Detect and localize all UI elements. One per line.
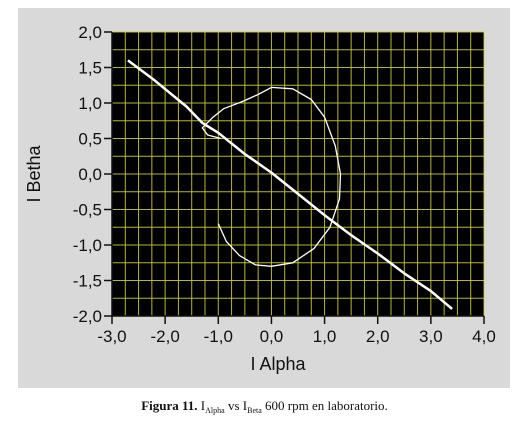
- y-tick-label: 0,5: [78, 130, 102, 149]
- x-axis-title: I Alpha: [250, 354, 306, 374]
- chart: -3,0 -2,0 -1,0 0,0 1,0 2,0 3,0 4,02,01,51,00,50…: [24, 23, 496, 374]
- y-tick-label: -2,0: [73, 307, 102, 326]
- x-tick-label: -3,0: [97, 327, 126, 346]
- x-tick-label: 0,0: [260, 327, 284, 346]
- y-tick-label: 2,0: [78, 23, 102, 42]
- y-tick-label: 0,0: [78, 165, 102, 184]
- y-axis-title: I Betha: [24, 144, 44, 202]
- chart-panel: -3,0 -2,0 -1,0 0,0 1,0 2,0 3,0 4,0 2,0 1,5 1,0 0,5 0…: [18, 8, 510, 388]
- figure-caption: Figura 11. IAlpha vs IBeta 600 rpm en la…: [0, 398, 529, 415]
- caption-sub-alpha: Alpha: [205, 406, 225, 415]
- x-tick-label: 4,0: [472, 327, 496, 346]
- grid: [111, 31, 485, 317]
- y-tick-label: -0,5: [73, 201, 102, 220]
- caption-label: Figura 11.: [141, 398, 198, 413]
- series-layer: [127, 59, 453, 310]
- x-tick-label: -1,0: [204, 327, 233, 346]
- caption-rest: 600 rpm en laboratorio.: [261, 398, 388, 413]
- y-tick-label: 1,0: [78, 94, 102, 113]
- x-tick-label: -2,0: [150, 327, 179, 346]
- y-tick-label: 1,5: [78, 59, 102, 78]
- y-tick-label: -1,5: [73, 272, 102, 291]
- caption-i2: I: [242, 398, 248, 413]
- x-tick-label: 2,0: [366, 327, 390, 346]
- y-tick-label: -1,0: [73, 236, 102, 255]
- series-line-1: [127, 59, 453, 310]
- caption-sub-beta: Beta: [247, 406, 262, 415]
- axes: -3,0 -2,0 -1,0 0,0 1,0 2,0 3,0 4,02,01,51,00,50…: [73, 23, 496, 346]
- series-line-2: [201, 86, 342, 267]
- x-tick-label: 1,0: [313, 327, 337, 346]
- x-tick-label: 3,0: [419, 327, 443, 346]
- caption-vs: vs: [224, 398, 243, 413]
- caption-i1: I: [200, 398, 206, 413]
